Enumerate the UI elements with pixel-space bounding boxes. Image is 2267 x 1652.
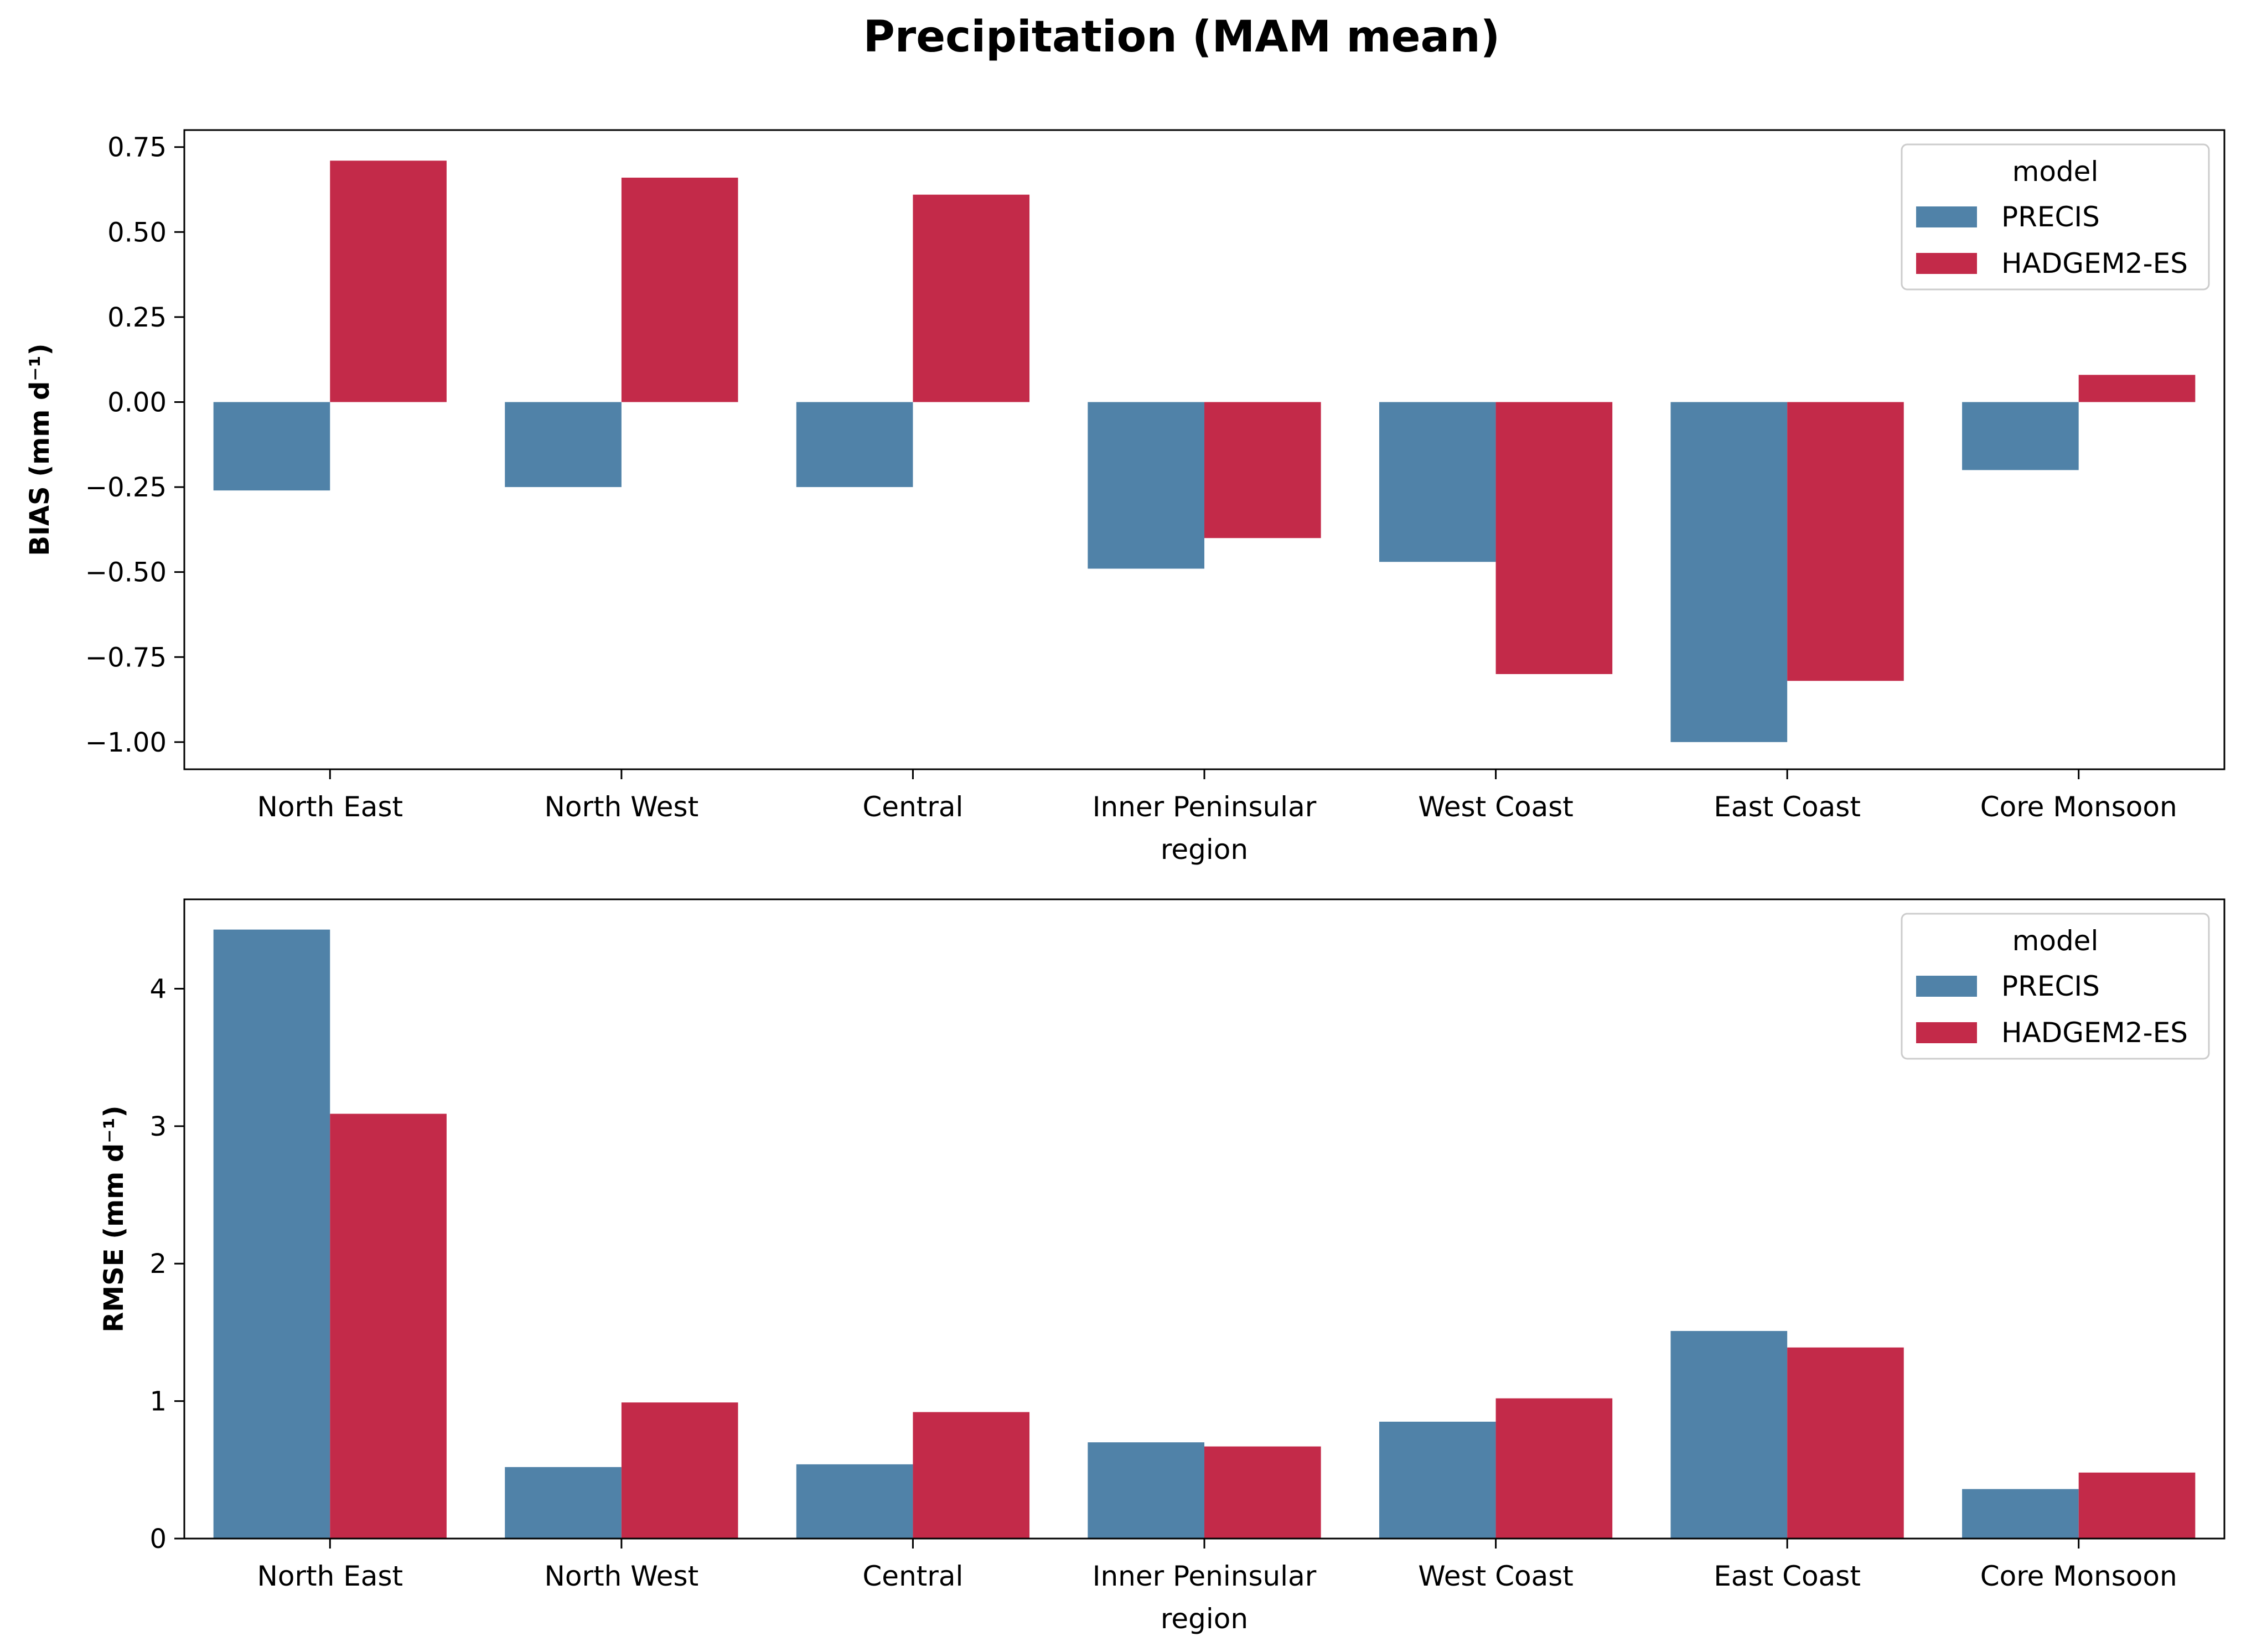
bar-hadgem2-es-east-coast bbox=[1787, 1347, 1904, 1539]
bar-precis-north-east bbox=[213, 929, 330, 1539]
bar-precis-north-west bbox=[505, 1467, 622, 1539]
y-tick-label: 3 bbox=[149, 1111, 167, 1142]
legend-box bbox=[1901, 143, 2210, 291]
bar-precis-north-west bbox=[505, 402, 622, 488]
x-tick-label: North East bbox=[257, 1560, 403, 1592]
x-tick-label: East Coast bbox=[1714, 791, 1861, 823]
bar-hadgem2-es-north-west bbox=[621, 178, 738, 402]
y-tick-label: 0.75 bbox=[107, 132, 167, 163]
y-axis-label: BIAS (mm d⁻¹) bbox=[24, 343, 55, 556]
x-tick-label: West Coast bbox=[1418, 791, 1574, 823]
x-tick-label: Inner Peninsular bbox=[1093, 1560, 1317, 1592]
bar-hadgem2-es-inner-peninsular bbox=[1204, 402, 1321, 538]
y-tick-label: −1.00 bbox=[85, 727, 167, 758]
bar-precis-inner-peninsular bbox=[1088, 1442, 1204, 1539]
y-tick-label: −0.25 bbox=[85, 472, 167, 503]
y-tick-label: 0 bbox=[149, 1524, 167, 1555]
x-tick-label: West Coast bbox=[1418, 1560, 1574, 1592]
bar-hadgem2-es-inner-peninsular bbox=[1204, 1446, 1321, 1539]
legend-title: model bbox=[2012, 156, 2099, 188]
x-tick-label: North West bbox=[545, 1560, 699, 1592]
y-tick-label: 4 bbox=[149, 973, 167, 1004]
y-tick-label: −0.50 bbox=[85, 557, 167, 588]
x-tick-label: Central bbox=[862, 791, 963, 823]
bar-precis-central bbox=[796, 1464, 913, 1539]
bar-precis-core-monsoon bbox=[1962, 402, 2079, 470]
bar-hadgem2-es-west-coast bbox=[1495, 402, 1613, 674]
x-tick-label: Central bbox=[862, 1560, 963, 1592]
bar-hadgem2-es-north-west bbox=[621, 1402, 738, 1539]
bar-precis-west-coast bbox=[1379, 1421, 1496, 1539]
legend-label-hadgem2-es: HADGEM2-ES bbox=[2001, 247, 2188, 279]
legend-swatch-precis bbox=[1916, 206, 1977, 227]
legend: model PRECIS HADGEM2-ES bbox=[1901, 143, 2210, 291]
x-tick-label: East Coast bbox=[1714, 1560, 1861, 1592]
bar-hadgem2-es-central bbox=[913, 194, 1030, 402]
x-tick-label: Core Monsoon bbox=[1980, 791, 2177, 823]
y-tick-label: −0.75 bbox=[85, 642, 167, 673]
legend-swatch-hadgem2-es bbox=[1916, 1022, 1977, 1043]
legend-swatch-hadgem2-es bbox=[1916, 253, 1977, 274]
legend-label-precis: PRECIS bbox=[2001, 201, 2100, 233]
y-tick-label: 0.00 bbox=[107, 387, 167, 418]
bar-hadgem2-es-west-coast bbox=[1495, 1398, 1613, 1539]
y-tick-label: 0.50 bbox=[107, 217, 167, 248]
x-tick-label: Inner Peninsular bbox=[1093, 791, 1317, 823]
chart-panel-bias: 0.75 0.50 0.25 0.00 −0.25 −0.50 −0.75 −1.00 Nort… bbox=[24, 129, 2225, 866]
x-tick-label: North West bbox=[545, 791, 699, 823]
bar-hadgem2-es-core-monsoon bbox=[2078, 1472, 2196, 1539]
legend-swatch-precis bbox=[1916, 976, 1977, 997]
bar-precis-core-monsoon bbox=[1962, 1489, 2079, 1539]
legend-title: model bbox=[2012, 925, 2099, 957]
bar-precis-central bbox=[796, 402, 913, 488]
legend: model PRECIS HADGEM2-ES bbox=[1901, 913, 2210, 1060]
chart-panel-rmse: 0 1 2 3 4 North East North West Central Inner Pe… bbox=[99, 898, 2225, 1635]
bar-hadgem2-es-north-east bbox=[330, 160, 447, 402]
bar-hadgem2-es-core-monsoon bbox=[2078, 375, 2196, 402]
x-axis-label: region bbox=[1161, 1603, 1248, 1635]
bar-precis-west-coast bbox=[1379, 402, 1496, 562]
y-tick-label: 2 bbox=[149, 1249, 167, 1280]
figure-title: Precipitation (MAM mean) bbox=[863, 12, 1500, 62]
y-tick-label: 1 bbox=[149, 1386, 167, 1417]
x-tick-label: North East bbox=[257, 791, 403, 823]
legend-box bbox=[1901, 913, 2210, 1060]
bar-hadgem2-es-east-coast bbox=[1787, 402, 1904, 681]
bar-hadgem2-es-central bbox=[913, 1412, 1030, 1539]
bar-precis-inner-peninsular bbox=[1088, 402, 1204, 569]
bar-precis-east-coast bbox=[1670, 402, 1788, 742]
x-axis-label: region bbox=[1161, 833, 1248, 866]
bar-precis-east-coast bbox=[1670, 1330, 1788, 1539]
y-axis-label: RMSE (mm d⁻¹) bbox=[99, 1105, 130, 1332]
legend-label-hadgem2-es: HADGEM2-ES bbox=[2001, 1017, 2188, 1049]
bar-hadgem2-es-north-east bbox=[330, 1114, 447, 1539]
x-tick-label: Core Monsoon bbox=[1980, 1560, 2177, 1592]
y-tick-label: 0.25 bbox=[107, 302, 167, 333]
legend-label-precis: PRECIS bbox=[2001, 970, 2100, 1002]
bar-precis-north-east bbox=[213, 402, 330, 491]
